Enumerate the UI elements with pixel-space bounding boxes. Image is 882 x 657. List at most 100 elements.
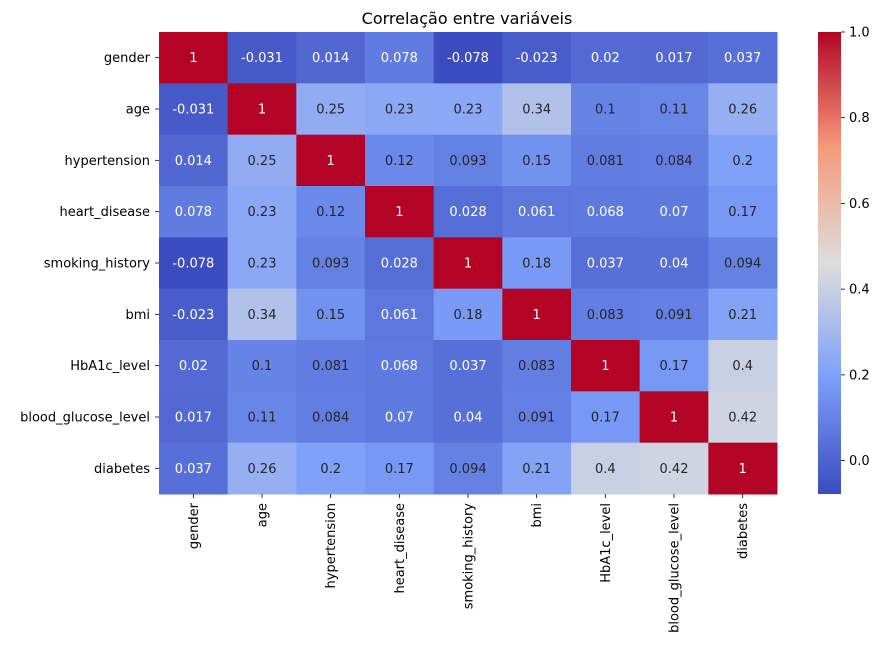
cell-value-label: 0.42 <box>728 411 757 426</box>
heatmap-cell <box>571 288 641 341</box>
heatmap-cell <box>296 134 366 187</box>
heatmap-cell <box>365 442 435 495</box>
heatmap-cell <box>227 83 297 136</box>
heatmap-cell <box>502 186 572 238</box>
colorbar-tick-label: 0.2 <box>849 368 870 383</box>
cell-value-label: 0.42 <box>660 462 689 477</box>
colorbar-gradient <box>818 32 841 494</box>
heatmap-cells: 1 -0.031 0.014 0.078 -0.078 -0.023 0.02 0.017 0.… <box>159 32 778 495</box>
cell-value-label: 0.083 <box>587 308 624 323</box>
x-tick-label: smoking_history <box>462 503 477 610</box>
cell-value-label: 0.02 <box>591 51 620 66</box>
cell-value-label: 0.068 <box>381 359 418 374</box>
y-tick-label: smoking_history <box>44 257 151 272</box>
heatmap-cell <box>571 237 641 290</box>
cell-value-label: 0.2 <box>320 462 341 477</box>
heatmap-cell <box>296 186 366 238</box>
heatmap-cell <box>227 134 297 187</box>
x-tick-label: diabetes <box>736 503 751 559</box>
heatmap-cell <box>296 340 366 392</box>
cell-value-label: 0.078 <box>381 51 418 66</box>
cell-value-label: 1 <box>533 308 541 323</box>
cell-value-label: -0.031 <box>172 103 214 118</box>
heatmap-cell <box>159 340 229 392</box>
cell-value-label: 0.23 <box>248 205 277 220</box>
cell-value-label: -0.031 <box>241 51 283 66</box>
cell-value-label: 0.12 <box>316 205 345 220</box>
heatmap-cell <box>365 391 435 444</box>
cell-value-label: 0.091 <box>655 308 692 323</box>
heatmap-cell <box>433 340 503 392</box>
cell-value-label: 0.037 <box>175 462 212 477</box>
cell-value-label: 0.014 <box>312 51 349 66</box>
cell-value-label: 1 <box>395 205 403 220</box>
cell-value-label: 0.15 <box>316 308 345 323</box>
y-tick-label: blood_glucose_level <box>20 411 150 426</box>
heatmap-cell <box>159 83 229 136</box>
cell-value-label: 0.04 <box>454 411 483 426</box>
cell-value-label: 0.34 <box>248 308 277 323</box>
cell-value-label: 0.17 <box>728 205 757 220</box>
heatmap-cell <box>708 83 778 136</box>
chart-title: Correlação entre variáveis <box>362 9 573 28</box>
cell-value-label: 0.094 <box>724 257 761 272</box>
heatmap-cell <box>708 32 778 84</box>
heatmap-cell <box>227 340 297 392</box>
heatmap-cell <box>708 186 778 238</box>
cell-value-label: -0.078 <box>172 257 214 272</box>
heatmap-cell <box>639 186 709 238</box>
heatmap-cell <box>433 442 503 495</box>
cell-value-label: 0.2 <box>732 154 753 169</box>
colorbar-tick-label: 0.6 <box>849 197 870 212</box>
heatmap-cell <box>365 186 435 238</box>
cell-value-label: 0.084 <box>312 411 349 426</box>
cell-value-label: 0.25 <box>316 103 345 118</box>
heatmap-cell <box>502 391 572 444</box>
cell-value-label: 0.11 <box>248 411 277 426</box>
heatmap-cell <box>296 391 366 444</box>
cell-value-label: 0.1 <box>595 103 616 118</box>
heatmap-cell <box>433 391 503 444</box>
heatmap-cell <box>708 340 778 392</box>
colorbar: 0.0 0.2 0.4 0.6 0.8 1.0 <box>818 26 870 494</box>
heatmap-cell <box>502 340 572 392</box>
heatmap-cell <box>227 391 297 444</box>
heatmap-cell <box>433 32 503 84</box>
cell-value-label: 0.23 <box>454 103 483 118</box>
y-tick-label: hypertension <box>65 154 150 169</box>
cell-value-label: 0.23 <box>248 257 277 272</box>
y-tick-label: diabetes <box>94 462 150 477</box>
cell-value-label: 0.061 <box>381 308 418 323</box>
x-tick-label: heart_disease <box>393 503 408 594</box>
x-tick-label: gender <box>187 502 202 549</box>
cell-value-label: 0.028 <box>449 205 486 220</box>
heatmap-cell <box>159 237 229 290</box>
cell-value-label: 0.12 <box>385 154 414 169</box>
x-tick-label: HbA1c_level <box>599 503 614 583</box>
heatmap-cell <box>502 288 572 341</box>
heatmap-cell <box>365 134 435 187</box>
heatmap-cell <box>502 237 572 290</box>
cell-value-label: 0.028 <box>381 257 418 272</box>
colorbar-tick-label: 0.4 <box>849 283 870 298</box>
colorbar-tick-label: 1.0 <box>849 26 870 41</box>
cell-value-label: -0.078 <box>447 51 489 66</box>
y-tick-label: HbA1c_level <box>70 359 150 374</box>
cell-value-label: 0.083 <box>518 359 555 374</box>
heatmap-cell <box>639 83 709 136</box>
cell-value-label: 0.07 <box>660 205 689 220</box>
cell-value-label: 0.18 <box>454 308 483 323</box>
heatmap-cell <box>296 32 366 84</box>
heatmap-cell <box>639 340 709 392</box>
cell-value-label: 0.18 <box>522 257 551 272</box>
cell-value-label: -0.023 <box>172 308 214 323</box>
cell-value-label: 0.34 <box>522 103 551 118</box>
cell-value-label: 0.07 <box>385 411 414 426</box>
heatmap-cell <box>296 83 366 136</box>
cell-value-label: 0.4 <box>595 462 616 477</box>
heatmap-cell <box>159 442 229 495</box>
cell-value-label: 0.017 <box>175 411 212 426</box>
cell-value-label: 0.02 <box>179 359 208 374</box>
y-tick-label: bmi <box>125 308 150 323</box>
